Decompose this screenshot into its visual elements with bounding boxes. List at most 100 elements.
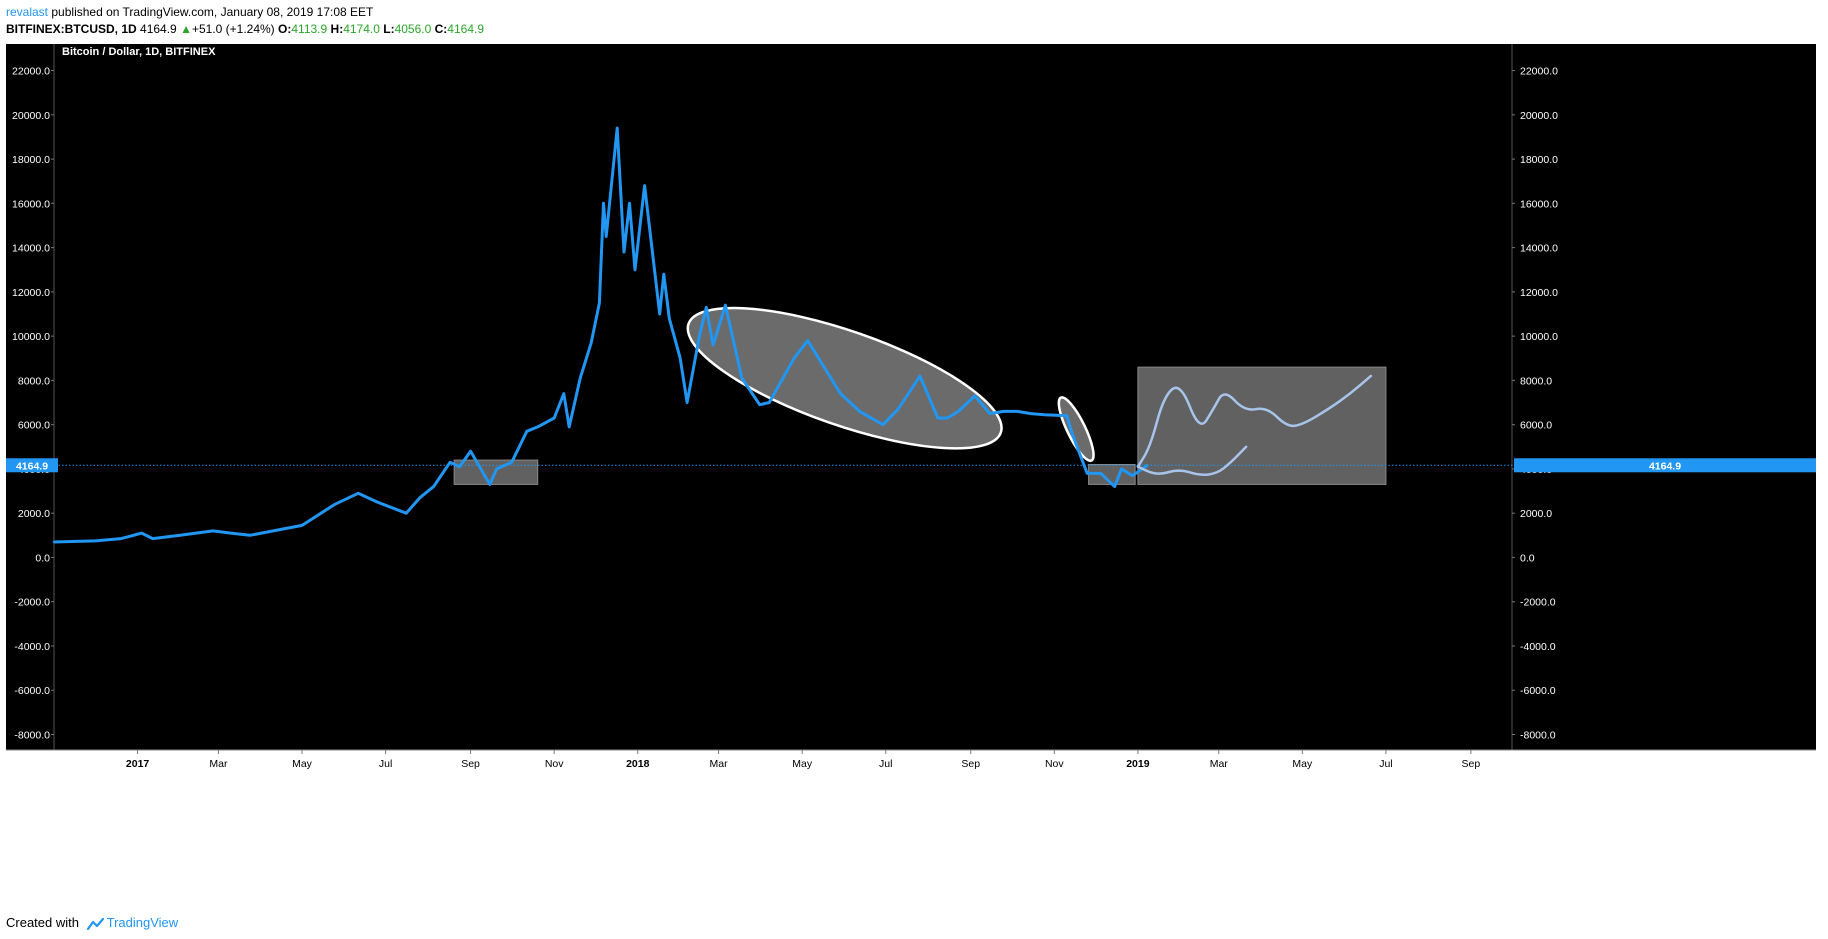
y-tick-label-left: 8000.0 — [18, 375, 50, 387]
price-point — [93, 539, 97, 543]
high-label: H: — [330, 22, 344, 36]
price-point — [685, 401, 689, 404]
price-point — [140, 531, 143, 535]
time-scale[interactable] — [6, 750, 1816, 774]
price-point — [705, 306, 708, 309]
published-text: published on TradingView.com, January 08… — [51, 5, 374, 19]
price-point — [488, 483, 491, 486]
price-point — [839, 392, 842, 395]
x-tick-label: Nov — [1045, 758, 1064, 770]
price-point — [806, 339, 809, 342]
price-chart[interactable]: 22000.0 22000.0 20000.0 20000.0 18000.0 18000… — [0, 44, 1828, 910]
x-tick-label: Mar — [1210, 758, 1229, 770]
price-point — [605, 235, 608, 238]
price-point — [643, 184, 646, 187]
price-point — [858, 410, 861, 413]
y-tick-label-left: 12000.0 — [12, 287, 50, 299]
close-value: 4164.9 — [447, 22, 484, 36]
price-point — [957, 410, 960, 413]
quote-line: BITFINEX:BTCUSD, 1D 4164.9 ▲+51.0 (+1.24… — [6, 21, 1822, 38]
y-tick-label-right: 16000.0 — [1520, 198, 1558, 210]
price-point — [679, 357, 682, 360]
price-point — [668, 317, 671, 320]
x-tick-label: May — [292, 758, 313, 770]
price-point — [711, 343, 715, 347]
price-point — [333, 503, 337, 506]
open-label: O: — [278, 22, 292, 36]
price-point — [1016, 410, 1019, 413]
price-point — [1099, 472, 1103, 475]
price-point — [229, 531, 232, 535]
price-point — [896, 407, 900, 411]
price-point — [792, 357, 796, 360]
price-point — [1070, 432, 1074, 435]
annotation-ellipse[interactable] — [673, 279, 1016, 476]
annotation-ellipse-small[interactable] — [1053, 394, 1100, 465]
y-tick-label-right: -8000.0 — [1520, 730, 1556, 742]
price-point — [404, 511, 408, 515]
price-point — [758, 403, 761, 406]
right-price-scale[interactable] — [1512, 44, 1816, 750]
price-point — [469, 450, 472, 453]
price-point — [578, 376, 582, 380]
price-point — [628, 202, 631, 205]
x-tick-label: May — [1292, 758, 1313, 770]
projection-path[interactable] — [1136, 445, 1248, 476]
tradingview-link[interactable]: TradingView — [106, 915, 179, 930]
x-tick-label: May — [792, 758, 813, 770]
price-point — [119, 537, 123, 540]
price-point — [432, 485, 435, 488]
price-point — [536, 425, 539, 429]
price-series-line[interactable] — [53, 126, 1149, 544]
y-tick-label-right: 6000.0 — [1520, 420, 1552, 432]
x-tick-label: Mar — [209, 758, 228, 770]
y-tick-label-left: 10000.0 — [12, 331, 50, 343]
y-tick-label-right: 0.0 — [1520, 552, 1535, 564]
y-tick-label-right: 8000.0 — [1520, 375, 1552, 387]
price-point — [768, 401, 771, 404]
y-tick-label-right: 20000.0 — [1520, 110, 1558, 122]
price-point — [633, 268, 637, 271]
price-point — [658, 312, 661, 316]
footer: Created with TradingView — [6, 913, 178, 933]
x-tick-label: Mar — [710, 758, 729, 770]
price-point — [495, 467, 498, 471]
y-tick-label-left: -6000.0 — [14, 685, 50, 697]
y-tick-label-left: 0.0 — [35, 552, 50, 564]
y-tick-label-right: -4000.0 — [1520, 641, 1556, 653]
price-point — [151, 537, 154, 540]
price-point — [598, 301, 601, 305]
price-point — [1065, 414, 1068, 418]
y-tick-label-left: -8000.0 — [14, 730, 50, 742]
y-tick-label-right: 14000.0 — [1520, 243, 1558, 255]
price-point — [376, 500, 379, 504]
y-tick-label-right: 18000.0 — [1520, 154, 1558, 166]
y-tick-label-right: -2000.0 — [1520, 597, 1556, 609]
price-point — [1043, 413, 1046, 416]
last-price-badge-right — [1514, 458, 1816, 473]
price-point — [211, 529, 215, 533]
price-point — [552, 416, 556, 420]
author-link[interactable]: revalast — [6, 5, 49, 19]
price-point — [272, 529, 275, 533]
price-point — [827, 372, 830, 375]
price-point — [248, 534, 252, 537]
price-point — [724, 303, 727, 307]
x-tick-label: Nov — [545, 758, 564, 770]
annotation-rectangle[interactable] — [1137, 366, 1387, 485]
price-point — [178, 534, 182, 537]
price-point — [1002, 410, 1005, 413]
low-value: 4056.0 — [394, 22, 432, 36]
y-tick-label-left: -2000.0 — [14, 597, 50, 609]
price-point — [562, 392, 565, 395]
y-tick-label-right: 22000.0 — [1520, 66, 1558, 78]
projection-path[interactable] — [1136, 374, 1373, 468]
y-tick-label-left: 22000.0 — [12, 66, 50, 78]
symbol-label: BITFINEX:BTCUSD, 1D — [6, 22, 137, 36]
chart-area[interactable]: 22000.0 22000.0 20000.0 20000.0 18000.0 18000… — [0, 44, 1828, 910]
price-point — [622, 250, 626, 254]
high-value: 4174.0 — [343, 22, 380, 36]
y-tick-label-right: 10000.0 — [1520, 331, 1558, 343]
last-price: 4164.9 — [140, 22, 177, 36]
price-point — [448, 461, 452, 464]
